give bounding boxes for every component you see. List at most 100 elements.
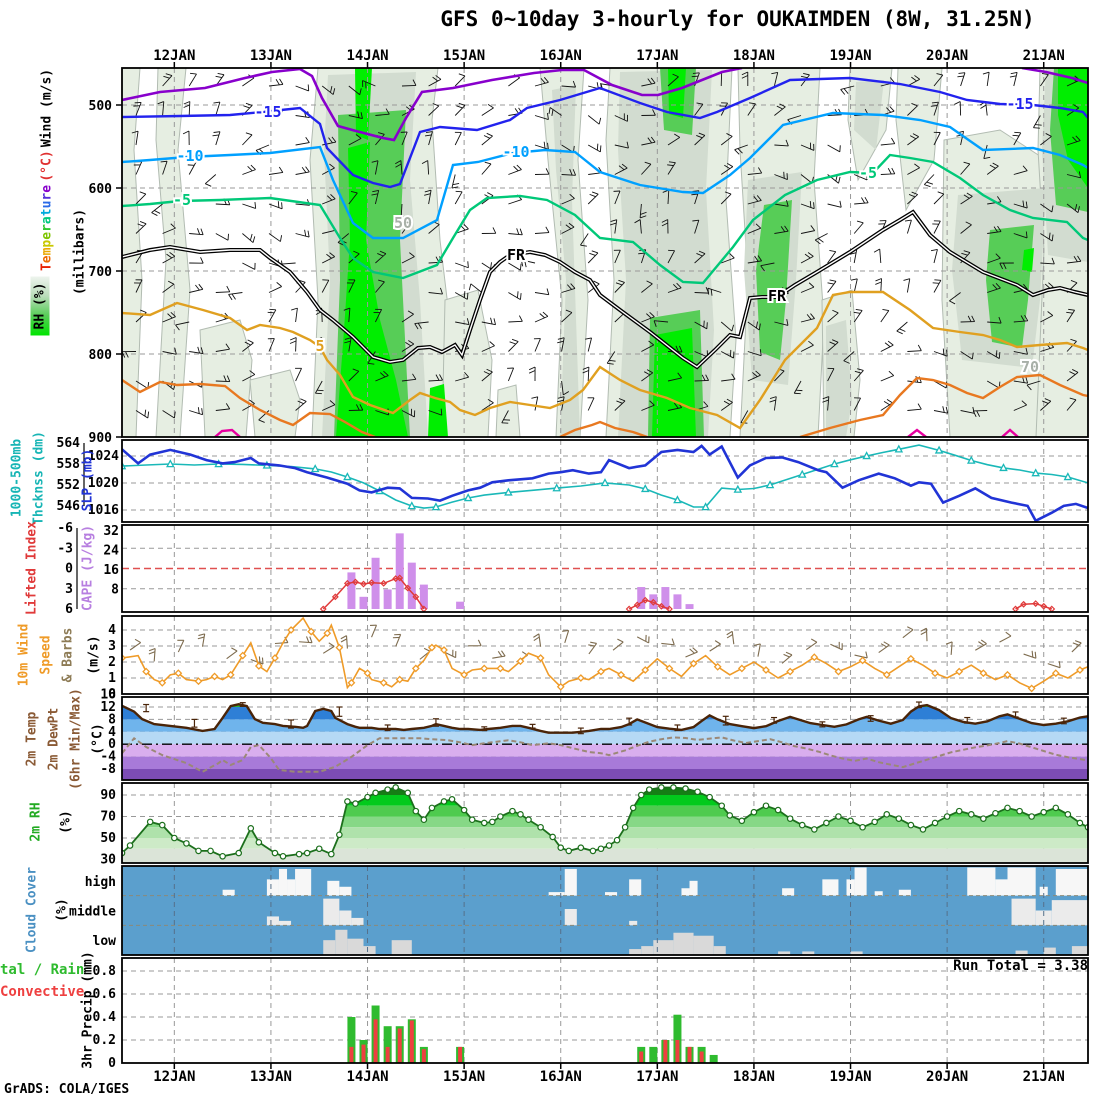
svg-text:FR: FR (507, 246, 526, 264)
svg-text:8: 8 (111, 582, 119, 597)
svg-text:1: 1 (108, 671, 116, 686)
svg-text:4: 4 (108, 725, 116, 740)
svg-text:0.6: 0.6 (93, 987, 117, 1002)
temp2m-axis-label-3: (6hr Min/Max) (68, 688, 84, 790)
svg-text:2: 2 (108, 655, 116, 670)
temp2m-axis-label-1: 2m Temp (24, 711, 40, 767)
svg-text:21JAN: 21JAN (1023, 48, 1065, 64)
svg-text:middle: middle (69, 905, 116, 920)
svg-text:564: 564 (57, 436, 81, 451)
svg-text:0.2: 0.2 (93, 1033, 116, 1048)
svg-text:-3: -3 (57, 541, 73, 556)
svg-text:5: 5 (315, 337, 324, 355)
wind10-axis-label-2: Speed (38, 635, 54, 675)
precip-convective-label: Convective (0, 984, 85, 1000)
svg-text:12JAN: 12JAN (153, 1069, 195, 1085)
svg-text:0: 0 (108, 737, 116, 752)
svg-text:24: 24 (103, 543, 119, 558)
svg-text:17JAN: 17JAN (636, 1069, 678, 1085)
svg-text:800: 800 (89, 348, 113, 363)
svg-text:3: 3 (108, 639, 116, 654)
svg-text:-10: -10 (176, 147, 203, 165)
svg-text:21JAN: 21JAN (1023, 1069, 1065, 1085)
svg-text:18JAN: 18JAN (733, 1069, 775, 1085)
svg-text:12JAN: 12JAN (153, 48, 195, 64)
temp2m-axis-label-2: 2m DewPt (46, 707, 62, 771)
svg-text:0: 0 (108, 1056, 116, 1071)
svg-text:15JAN: 15JAN (443, 48, 485, 64)
slp-axis-label: SLP (mb) (80, 448, 96, 512)
svg-text:-4: -4 (100, 750, 116, 765)
svg-text:-10: -10 (502, 143, 529, 161)
svg-text:70: 70 (100, 810, 116, 825)
svg-text:558: 558 (57, 457, 81, 472)
svg-text:-6: -6 (57, 521, 73, 536)
svg-text:70: 70 (1021, 358, 1039, 376)
grads-credit: GrADS: COLA/IGES (4, 1082, 130, 1097)
svg-text:19JAN: 19JAN (829, 1069, 871, 1085)
cloud-cover-axis-label: Cloud Cover (24, 866, 40, 954)
svg-text:FR: FR (768, 287, 787, 305)
svg-text:17JAN: 17JAN (636, 48, 678, 64)
wind-axis-label: Wind (m/s) (39, 68, 55, 148)
svg-text:16: 16 (103, 563, 119, 578)
svg-text:18JAN: 18JAN (733, 48, 775, 64)
svg-text:13JAN: 13JAN (250, 48, 292, 64)
svg-text:-5: -5 (859, 164, 877, 182)
precip-total-rain-label: tal / Rain (0, 962, 85, 978)
run-total-value: Run Total = 3.38 (953, 958, 1088, 974)
thickness-axis-label-2: Thcknss (dm) (31, 431, 47, 525)
svg-text:-15: -15 (1006, 95, 1033, 113)
svg-text:-15: -15 (254, 103, 281, 121)
lifted-index-axis-label: Lifted Index (24, 521, 40, 615)
svg-text:12: 12 (100, 700, 116, 715)
svg-text:600: 600 (89, 182, 113, 197)
temperature-axis-label: Temperature (39, 184, 55, 272)
cloud-pct-label: (%) (54, 898, 70, 922)
svg-text:6: 6 (65, 602, 73, 617)
svg-text:16JAN: 16JAN (540, 1069, 582, 1085)
svg-text:high: high (85, 875, 116, 890)
svg-text:13JAN: 13JAN (250, 1069, 292, 1085)
svg-text:-8: -8 (100, 762, 116, 777)
svg-text:0: 0 (108, 687, 116, 702)
svg-text:0.4: 0.4 (93, 1010, 117, 1025)
svg-text:1020: 1020 (88, 476, 119, 491)
rh-shade-legend: RH (%) (30, 276, 50, 336)
svg-text:90: 90 (100, 788, 116, 803)
svg-text:8: 8 (108, 712, 116, 727)
svg-text:1016: 1016 (88, 503, 119, 518)
svg-text:14JAN: 14JAN (346, 1069, 388, 1085)
svg-text:4: 4 (108, 623, 116, 638)
svg-text:20JAN: 20JAN (926, 48, 968, 64)
svg-text:32: 32 (103, 524, 119, 539)
thickness-axis-label-1: 1000-500mb (9, 438, 25, 518)
degc-axis-label: (°C) (39, 150, 55, 182)
svg-text:14JAN: 14JAN (346, 48, 388, 64)
rh2m-pct-label: (%) (58, 810, 74, 834)
svg-text:16JAN: 16JAN (540, 48, 582, 64)
svg-text:19JAN: 19JAN (829, 48, 871, 64)
svg-text:1024: 1024 (88, 449, 119, 464)
svg-text:30: 30 (100, 853, 116, 868)
page-title: GFS 0~10day 3-hourly for OUKAIMDEN (8W, … (440, 7, 1035, 31)
wind10-axis-label-4: (m/s) (86, 635, 102, 675)
svg-text:15JAN: 15JAN (443, 1069, 485, 1085)
wind10-axis-label-1: 10m Wind (16, 623, 32, 687)
svg-text:50: 50 (100, 831, 116, 846)
svg-text:-5: -5 (173, 191, 191, 209)
svg-text:552: 552 (57, 478, 80, 493)
svg-text:low: low (93, 934, 117, 949)
svg-text:0: 0 (65, 562, 73, 577)
millibars-axis-label: (millibars) (72, 208, 88, 296)
rh2m-axis-label: 2m RH (28, 802, 44, 842)
svg-text:900: 900 (89, 431, 113, 446)
svg-text:50: 50 (394, 214, 412, 232)
cape-axis-label: CAPE (J/kg) (80, 524, 96, 612)
svg-text:500: 500 (89, 99, 113, 114)
svg-text:16: 16 (100, 688, 116, 703)
svg-text:700: 700 (89, 265, 113, 280)
svg-text:3: 3 (65, 582, 73, 597)
